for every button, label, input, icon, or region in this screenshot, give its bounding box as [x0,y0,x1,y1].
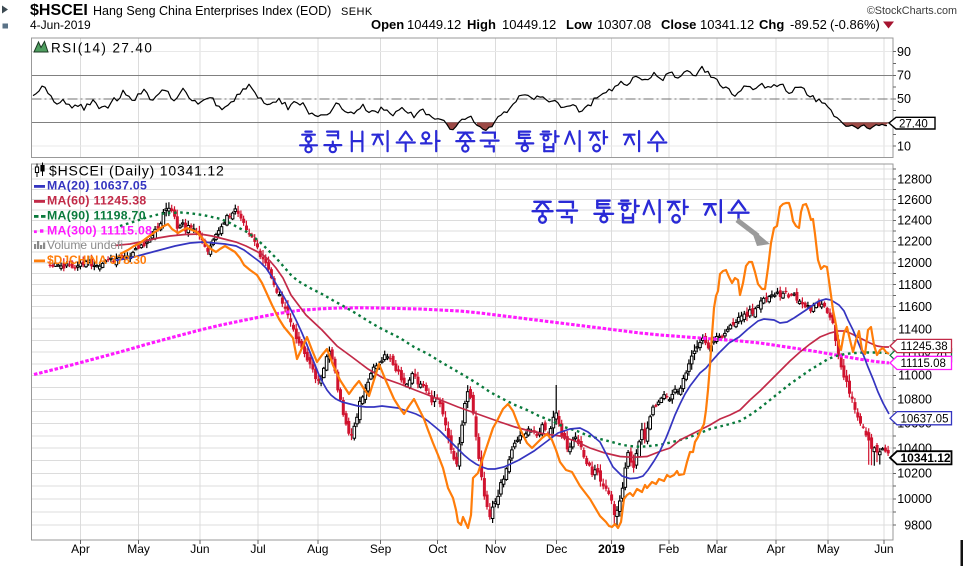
svg-text:11400: 11400 [898,322,932,336]
svg-text:12800: 12800 [897,172,932,186]
svg-text:11245.38: 11245.38 [901,341,948,353]
svg-text:-89.52: -89.52 [790,17,827,32]
svg-text:10341.12: 10341.12 [700,17,754,32]
svg-text:10449.12: 10449.12 [502,17,556,32]
svg-text:$DJCHINA 378.30: $DJCHINA 378.30 [47,253,147,267]
svg-text:$HSCEI (Daily) 10341.12: $HSCEI (Daily) 10341.12 [49,163,225,179]
svg-text:9800: 9800 [904,518,932,532]
svg-text:MA(20) 10637.05: MA(20) 10637.05 [47,179,147,193]
svg-text:SEHK: SEHK [341,6,373,18]
svg-text:10307.08: 10307.08 [597,17,651,32]
svg-text:May: May [127,542,150,556]
svg-text:11800: 11800 [898,278,932,292]
svg-text:Dec: Dec [546,542,567,556]
svg-text:(-0.86%): (-0.86%) [830,17,880,32]
svg-text:10: 10 [897,139,911,153]
svg-text:May: May [817,542,840,556]
svg-text:Jun: Jun [190,542,209,556]
svg-text:MA(60) 11245.38: MA(60) 11245.38 [47,194,147,208]
svg-text:Jun: Jun [874,542,893,556]
svg-text:Apr: Apr [71,542,90,556]
svg-text:Feb: Feb [659,542,680,556]
svg-text:10341.12: 10341.12 [901,451,951,465]
svg-text:Chg: Chg [759,17,784,32]
svg-text:MA(90) 11198.70: MA(90) 11198.70 [47,209,146,223]
svg-text:Low: Low [566,17,593,32]
svg-text:High: High [467,17,496,32]
svg-text:Apr: Apr [767,542,786,556]
svg-text:Jul: Jul [250,542,265,556]
svg-text:MA(300) 11115.08: MA(300) 11115.08 [47,224,152,238]
svg-text:70: 70 [897,69,911,83]
svg-text:50: 50 [897,92,911,106]
svg-text:10200: 10200 [897,467,932,481]
svg-text:Close: Close [661,17,696,32]
svg-text:2019: 2019 [598,542,625,556]
svg-text:Sep: Sep [370,542,392,556]
svg-text:10000: 10000 [897,492,932,506]
svg-text:4-Jun-2019: 4-Jun-2019 [30,18,91,32]
svg-text:Open: Open [371,17,404,32]
svg-text:Hang Seng China Enterprises In: Hang Seng China Enterprises Index (EOD) [93,4,331,18]
svg-text:©StockCharts.com: ©StockCharts.com [867,5,957,17]
svg-text:Oct: Oct [428,542,447,556]
svg-text:Aug: Aug [307,542,328,556]
svg-text:10800: 10800 [897,393,932,407]
svg-text:Mar: Mar [707,542,728,556]
svg-text:Nov: Nov [485,542,506,556]
svg-text:27.40: 27.40 [899,118,928,130]
svg-text:11000: 11000 [898,369,932,383]
svg-text:10637.05: 10637.05 [901,413,949,425]
svg-text:12000: 12000 [897,256,932,270]
svg-text:Volume undefi: Volume undefi [47,238,123,252]
svg-text:11115.08: 11115.08 [901,358,946,370]
svg-text:12600: 12600 [897,193,932,207]
svg-text:12200: 12200 [897,235,932,249]
svg-text:$HSCEI: $HSCEI [30,2,88,19]
svg-text:11600: 11600 [898,300,932,314]
svg-text:RSI(14) 27.40: RSI(14) 27.40 [51,41,153,56]
svg-text:12400: 12400 [897,214,932,228]
svg-text:10449.12: 10449.12 [407,17,461,32]
svg-text:90: 90 [897,45,911,59]
